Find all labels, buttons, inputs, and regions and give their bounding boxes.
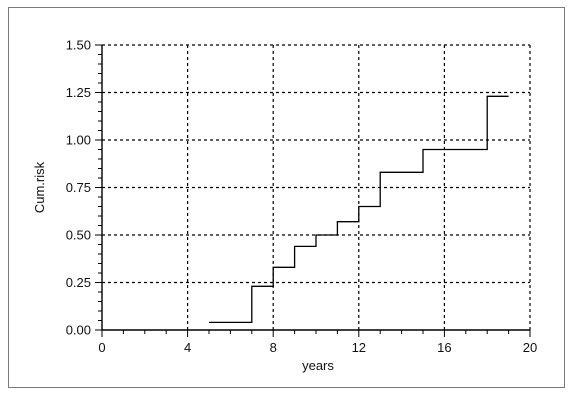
x-tick-label: 20 [523,340,537,355]
series-line-0 [209,95,509,324]
ticks: 0 4 8 12 16 20 0.00 0.25 0.50 0.75 1.00 1.25 1.50 [66,38,538,356]
y-tick-label: 0.00 [66,323,91,338]
x-tick-label: 16 [437,340,451,355]
y-tick-label: 1.25 [66,85,91,100]
y-axis-title: Cum.risk [32,161,47,213]
x-tick-label: 8 [270,340,277,355]
x-tick-label: 0 [98,340,105,355]
x-tick-label: 12 [352,340,366,355]
x-tick-label: 4 [184,340,191,355]
y-tick-label: 0.50 [66,228,91,243]
y-tick-label: 1.00 [66,133,91,148]
y-tick-label: 1.50 [66,38,91,53]
grid [102,44,531,330]
axes [101,45,530,331]
x-axis-title: years [302,358,334,373]
series [209,95,509,324]
y-tick-label: 0.75 [66,180,91,195]
y-tick-label: 0.25 [66,275,91,290]
